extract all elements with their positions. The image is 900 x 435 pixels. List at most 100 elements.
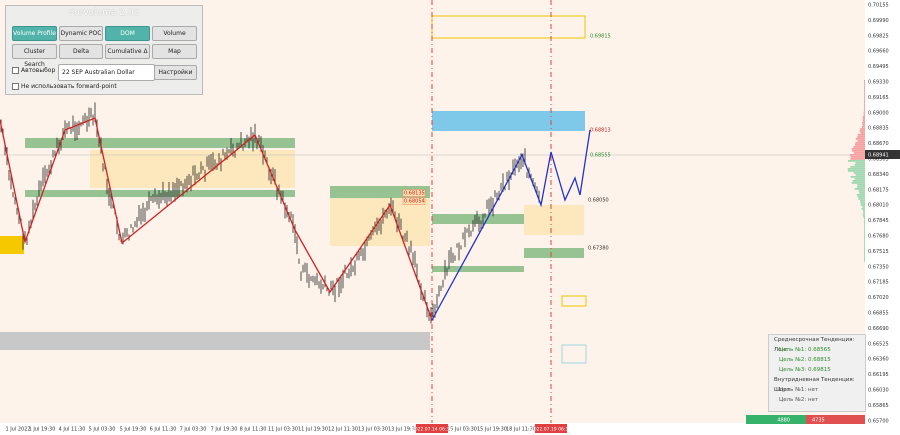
time-label: 13 Jul 03:30 (358, 427, 388, 433)
checkbox[interactable]: Автовыбор (12, 67, 55, 74)
profile-bar (860, 128, 865, 130)
profile-bar (860, 202, 865, 204)
profile-bar (860, 200, 865, 202)
button[interactable]: Настройки (154, 65, 197, 80)
profile-bar (847, 170, 865, 172)
profile-bar (863, 212, 865, 214)
profile-bar (863, 216, 865, 218)
provolume-panel: ProVolume 2.05 Volume Profile Dynamic PO… (5, 5, 203, 95)
button[interactable]: Dynamic POC (59, 26, 103, 41)
profile-bar (864, 252, 865, 254)
zone (0, 332, 430, 350)
zigzag (0, 117, 433, 321)
price-label: 0.69495 (868, 64, 889, 70)
level-label: 0.68050 (588, 198, 609, 204)
profile-bar (864, 254, 865, 256)
profile-bar (864, 246, 865, 248)
target: Цель №1: нет (779, 387, 819, 393)
checkbox-label: Не использовать forward-point (21, 83, 117, 90)
time-label: 11 Jul 03:30 (268, 427, 298, 433)
current-price-box (865, 150, 900, 159)
button[interactable]: Cumulative Δ (105, 44, 150, 59)
zone (524, 248, 584, 258)
profile-bar (864, 256, 865, 258)
profile-bar (864, 250, 865, 252)
profile-bar (853, 172, 865, 174)
profile-bar (864, 88, 865, 90)
price-label: 0.67515 (868, 249, 889, 255)
price-label: 0.67020 (868, 295, 889, 301)
price-label: 0.68340 (868, 172, 889, 178)
checkbox[interactable]: Не использовать forward-point (12, 83, 117, 90)
checkbox-label: Автовыбор (21, 67, 56, 74)
profile-bar (855, 138, 865, 140)
profile-bar (864, 90, 865, 92)
price-label: 0.67680 (868, 234, 889, 240)
profile-bar (863, 222, 865, 224)
price-label: 0.66525 (868, 341, 889, 347)
price-label: 0.68175 (868, 187, 889, 193)
profile-bar (864, 232, 865, 234)
zone (25, 190, 295, 197)
profile-bar (855, 174, 865, 176)
profile-bar (864, 84, 865, 86)
profile-bar (864, 100, 865, 102)
profile-bar (863, 106, 865, 108)
profile-bar (864, 236, 865, 238)
profile-bar (859, 130, 865, 132)
price-label: 0.68670 (868, 141, 889, 147)
price-label: 0.68835 (868, 126, 889, 132)
time-marker: 2022.07.14 06:30 (412, 427, 452, 433)
profile-bar (862, 118, 865, 120)
price-label: 0.66195 (868, 372, 889, 378)
price-label: 0.65865 (868, 403, 889, 409)
price-label: 0.69330 (868, 80, 889, 86)
profile-bar (864, 108, 865, 110)
trend-panel: Среднесрочная Тенденция: Лонг Цель №1: 0… (768, 334, 866, 412)
time-label: 8 Jul 11:30 (240, 427, 267, 433)
profile-bar (862, 210, 865, 212)
price-label: 0.66030 (868, 388, 889, 394)
profile-bar (863, 112, 865, 114)
button[interactable]: Volume (152, 26, 197, 41)
profile-bar (863, 114, 865, 116)
level-label: 0.68054 (404, 199, 425, 205)
profile-bar (864, 86, 865, 88)
profile-bar (859, 192, 865, 194)
trend-title: Внутридневная Тенденция: Шорт (774, 377, 855, 393)
button[interactable]: DOM (105, 26, 150, 41)
button[interactable]: Map (152, 44, 197, 59)
profile-bar (864, 230, 865, 232)
zone (561, 344, 587, 364)
button[interactable]: Delta (59, 44, 103, 59)
price-label: 0.66855 (868, 311, 889, 317)
target: Цель №2: 0.68815 (779, 357, 831, 363)
profile-bar (864, 234, 865, 236)
time-marker-box (535, 424, 567, 433)
level-box (402, 197, 426, 205)
profile-bar (854, 178, 865, 180)
profile-bar (864, 258, 865, 260)
price-label: 0.69990 (868, 18, 889, 24)
time-label: 11 Jul 19:30 (298, 427, 328, 433)
time-label: 7 Jul 03:30 (180, 427, 207, 433)
profile-bar (857, 196, 865, 198)
profile-bar (857, 186, 865, 188)
price-label: 0.67350 (868, 264, 889, 270)
button[interactable]: Volume Profile (12, 26, 57, 41)
instrument-select[interactable]: 22 SEP Australian Dollar (58, 64, 155, 81)
profile-bar (864, 248, 865, 250)
profile-bar (855, 162, 865, 164)
price-label: 0.69165 (868, 95, 889, 101)
time-label: 18 Jul 11:30 (506, 427, 536, 433)
zone (330, 198, 430, 246)
profile-bar (855, 142, 865, 144)
zone (524, 205, 584, 235)
price-label: 0.68010 (868, 203, 889, 209)
profile-bar (861, 126, 865, 128)
profile-bar (862, 120, 865, 122)
profile-bar (850, 176, 865, 178)
current-price: 0.68941 (868, 153, 889, 159)
button[interactable]: Cluster Search (12, 44, 57, 68)
profile-bar (864, 244, 865, 246)
